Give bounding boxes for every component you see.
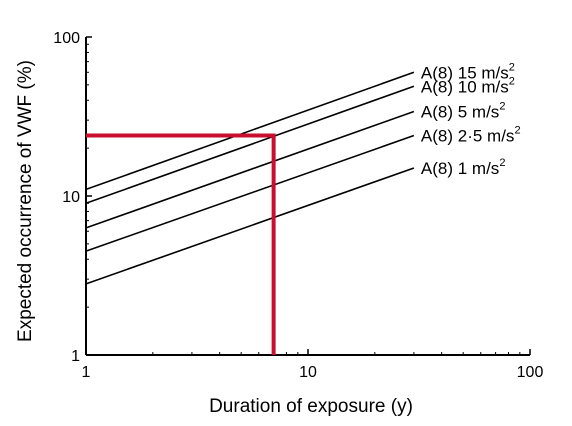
ticks: 1 10 100 1 10 100 <box>53 30 543 381</box>
series-lines <box>85 71 415 285</box>
series-label-sup-4: 2 <box>499 157 505 169</box>
x-tick-label-1: 10 <box>299 364 317 381</box>
series-line-1 <box>85 85 415 205</box>
series-labels: A(8) 15 m/s2A(8) 10 m/s2 A(8) 5 m/s2 A(8) … <box>421 61 521 178</box>
series-label-2: A(8) 5 m/s2 <box>421 100 506 121</box>
y-axis-title: Expected occurrence of VWF (%) <box>15 60 36 342</box>
series-label-0: A(8) 15 m/s2 <box>421 61 515 82</box>
series-label-1: A(8) 10 m/s2 <box>421 75 515 96</box>
series-label-sup-1: 2 <box>509 75 515 87</box>
x-axis-title: Duration of exposure (y) <box>209 396 413 417</box>
highlight-lines <box>86 133 276 355</box>
y-tick-label-0: 1 <box>71 348 80 365</box>
series-line-3 <box>85 134 415 252</box>
series-line-2 <box>85 110 415 229</box>
y-tick-label-1: 10 <box>62 189 80 206</box>
series-label-sup-2: 2 <box>499 100 505 112</box>
series-label-3: A(8) 2·5 m/s2 <box>421 125 521 146</box>
series-label-sup-3: 2 <box>514 125 520 137</box>
y-tick-label-2: 100 <box>53 30 80 47</box>
series-line-4 <box>85 167 415 285</box>
x-tick-label-2: 100 <box>517 364 544 381</box>
series-label-4: A(8) 1 m/s2 <box>421 157 506 178</box>
x-tick-label-0: 1 <box>82 364 91 381</box>
series-label-sup-0: 2 <box>509 61 515 73</box>
series-line-0 <box>85 71 415 191</box>
